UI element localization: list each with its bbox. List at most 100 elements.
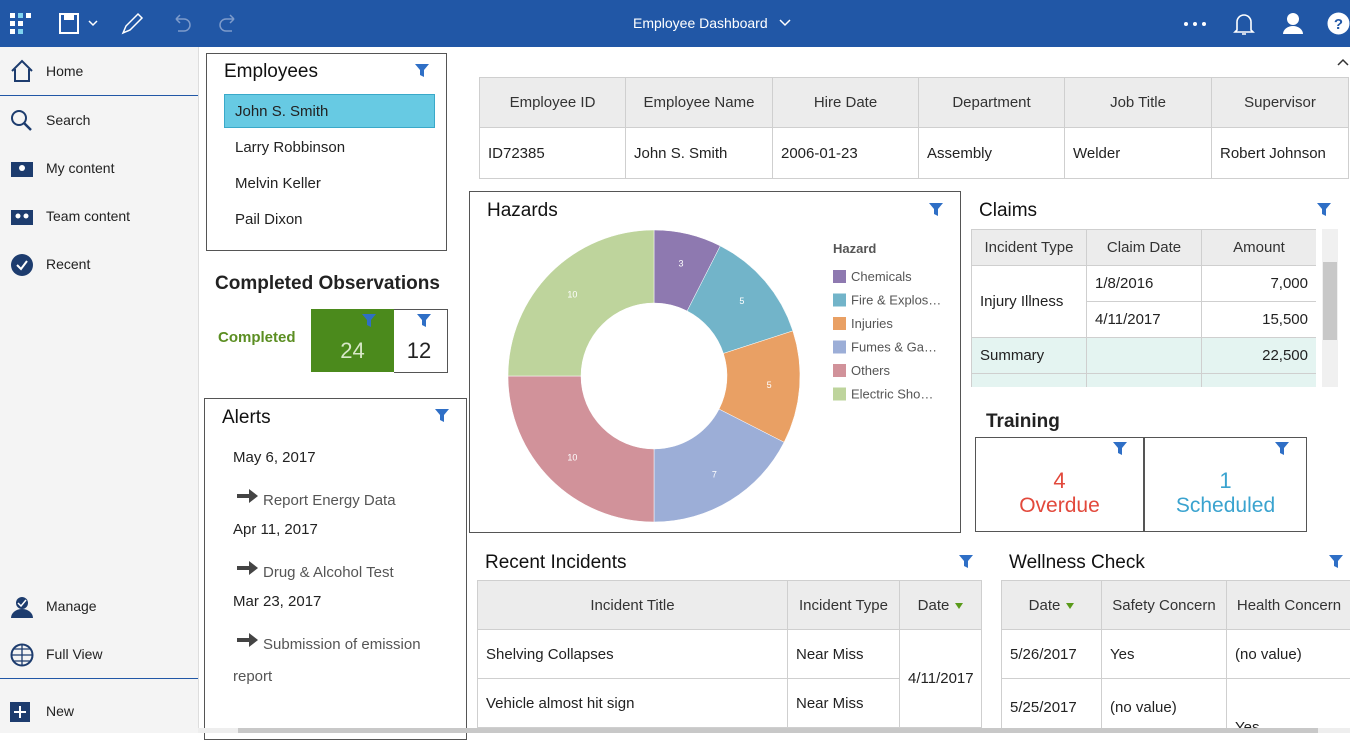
other-count: 12 <box>394 338 444 364</box>
cell: Yes <box>1102 630 1227 679</box>
recent-icon <box>10 253 34 277</box>
save-button[interactable] <box>58 12 102 36</box>
employee-item[interactable]: Melvin Keller <box>235 175 321 192</box>
h-scrollbar[interactable] <box>198 728 1350 733</box>
legend-swatch <box>833 388 846 401</box>
filter-icon[interactable] <box>362 314 376 327</box>
header-cell: Hire Date <box>773 78 919 128</box>
header-text: Date <box>1029 597 1061 614</box>
title-dropdown[interactable] <box>778 17 792 29</box>
claims-title: Claims <box>979 200 1037 222</box>
legend-label: Injuries <box>851 316 893 331</box>
claims-viewport: Incident Type Claim Date Amount Injury I… <box>971 229 1316 387</box>
scrollbar[interactable] <box>1322 229 1338 387</box>
legend-swatch <box>833 270 846 283</box>
filter-icon[interactable] <box>417 314 431 327</box>
header-cell: Job Title <box>1065 78 1212 128</box>
header-cell: Date <box>1002 581 1102 630</box>
wellness-viewport: Date Safety Concern Health Concern 5/26/… <box>1001 580 1350 728</box>
nav-my-content[interactable]: My content <box>46 160 114 176</box>
alert-link: Report Energy Data <box>233 485 448 517</box>
cell: 1/8/2016 <box>1087 266 1202 302</box>
scheduled-label: Scheduled <box>1144 494 1307 518</box>
incidents-table: Incident Title Incident Type Date Shelvi… <box>477 580 982 728</box>
cell: 5/25/2017 <box>1002 679 1102 729</box>
employee-item[interactable]: John S. Smith <box>235 103 328 120</box>
header-cell: Department <box>919 78 1065 128</box>
cell: 7,000 <box>1202 266 1317 302</box>
alert-link: Drug & Alcohol Test <box>233 557 448 589</box>
cell: 4/11/2017 <box>900 630 982 728</box>
observations-label: Completed <box>218 329 296 346</box>
legend-swatch <box>833 294 846 307</box>
nav-full-view[interactable]: Full View <box>46 646 103 662</box>
training-title: Training <box>986 411 1060 433</box>
cell: 22,500 <box>1202 338 1317 374</box>
my-content-icon <box>10 159 34 179</box>
legend-label: Fire & Explos… <box>851 293 941 308</box>
more-button[interactable] <box>1182 20 1208 28</box>
svg-text:?: ? <box>1334 16 1343 33</box>
alert-date: Mar 23, 2017 <box>233 593 321 610</box>
nav-recent[interactable]: Recent <box>46 256 90 272</box>
help-button[interactable]: ? <box>1327 12 1350 35</box>
filter-icon[interactable] <box>415 64 429 77</box>
nav-team-content[interactable]: Team content <box>46 208 130 224</box>
legend-title: Hazard <box>833 241 876 256</box>
user-button[interactable] <box>1281 11 1305 35</box>
notifications[interactable] <box>1232 11 1256 37</box>
cell: (no value) <box>1227 630 1350 679</box>
donut-slice <box>508 230 654 376</box>
cell: Near Miss <box>788 630 900 679</box>
cell: Summary <box>972 338 1087 374</box>
employees-title: Employees <box>224 61 318 83</box>
cell: 15,500 <box>1202 302 1317 338</box>
alerts-title: Alerts <box>222 407 271 429</box>
nav-new[interactable]: New <box>46 703 74 719</box>
nav-search[interactable]: Search <box>46 112 90 128</box>
filter-icon[interactable] <box>1329 555 1343 568</box>
header-cell: Incident Type <box>972 230 1087 266</box>
legend-label: Electric Sho… <box>851 387 933 402</box>
header-cell: Safety Concern <box>1102 581 1227 630</box>
header-cell: Employee ID <box>480 78 626 128</box>
filter-icon[interactable] <box>1113 442 1127 455</box>
new-icon <box>10 702 30 722</box>
dashboard-title[interactable]: Employee Dashboard <box>633 15 768 31</box>
data-label: 10 <box>567 289 577 299</box>
header-cell: Supervisor <box>1212 78 1349 128</box>
home-icon <box>10 59 34 83</box>
filter-icon[interactable] <box>1317 203 1331 216</box>
filter-icon[interactable] <box>959 555 973 568</box>
filter-icon[interactable] <box>1275 442 1289 455</box>
app-logo[interactable] <box>10 13 34 35</box>
scheduled-count: 1 <box>1144 468 1307 494</box>
wellness-title: Wellness Check <box>1009 552 1145 574</box>
filter-icon[interactable] <box>435 409 449 422</box>
data-label: 3 <box>678 259 683 269</box>
redo-button[interactable] <box>216 13 240 33</box>
header-cell: Incident Type <box>788 581 900 630</box>
full-view-icon <box>10 643 34 667</box>
header-cell: Health Concern <box>1227 581 1350 630</box>
alert-link: Submission of emission report <box>233 629 448 693</box>
employee-item[interactable]: Pail Dixon <box>235 211 303 228</box>
cell: 2006-01-23 <box>773 128 919 179</box>
nav-manage[interactable]: Manage <box>46 598 97 614</box>
employee-item[interactable]: Larry Robbinson <box>235 139 345 156</box>
data-label: 7 <box>712 469 717 479</box>
edit-button[interactable] <box>120 12 146 36</box>
completed-count: 24 <box>311 338 394 364</box>
data-label: 5 <box>739 296 744 306</box>
claims-table: Incident Type Claim Date Amount Injury I… <box>971 229 1316 387</box>
cell: Assembly <box>919 128 1065 179</box>
legend-label: Chemicals <box>851 269 912 284</box>
collapse-button[interactable] <box>1337 57 1349 67</box>
team-content-icon <box>10 207 34 227</box>
undo-button[interactable] <box>170 13 194 33</box>
header-cell: Employee Name <box>626 78 773 128</box>
header-cell: Incident Title <box>478 581 788 630</box>
cell: 4/11/2017 <box>1087 302 1202 338</box>
nav-home[interactable]: Home <box>46 63 83 79</box>
